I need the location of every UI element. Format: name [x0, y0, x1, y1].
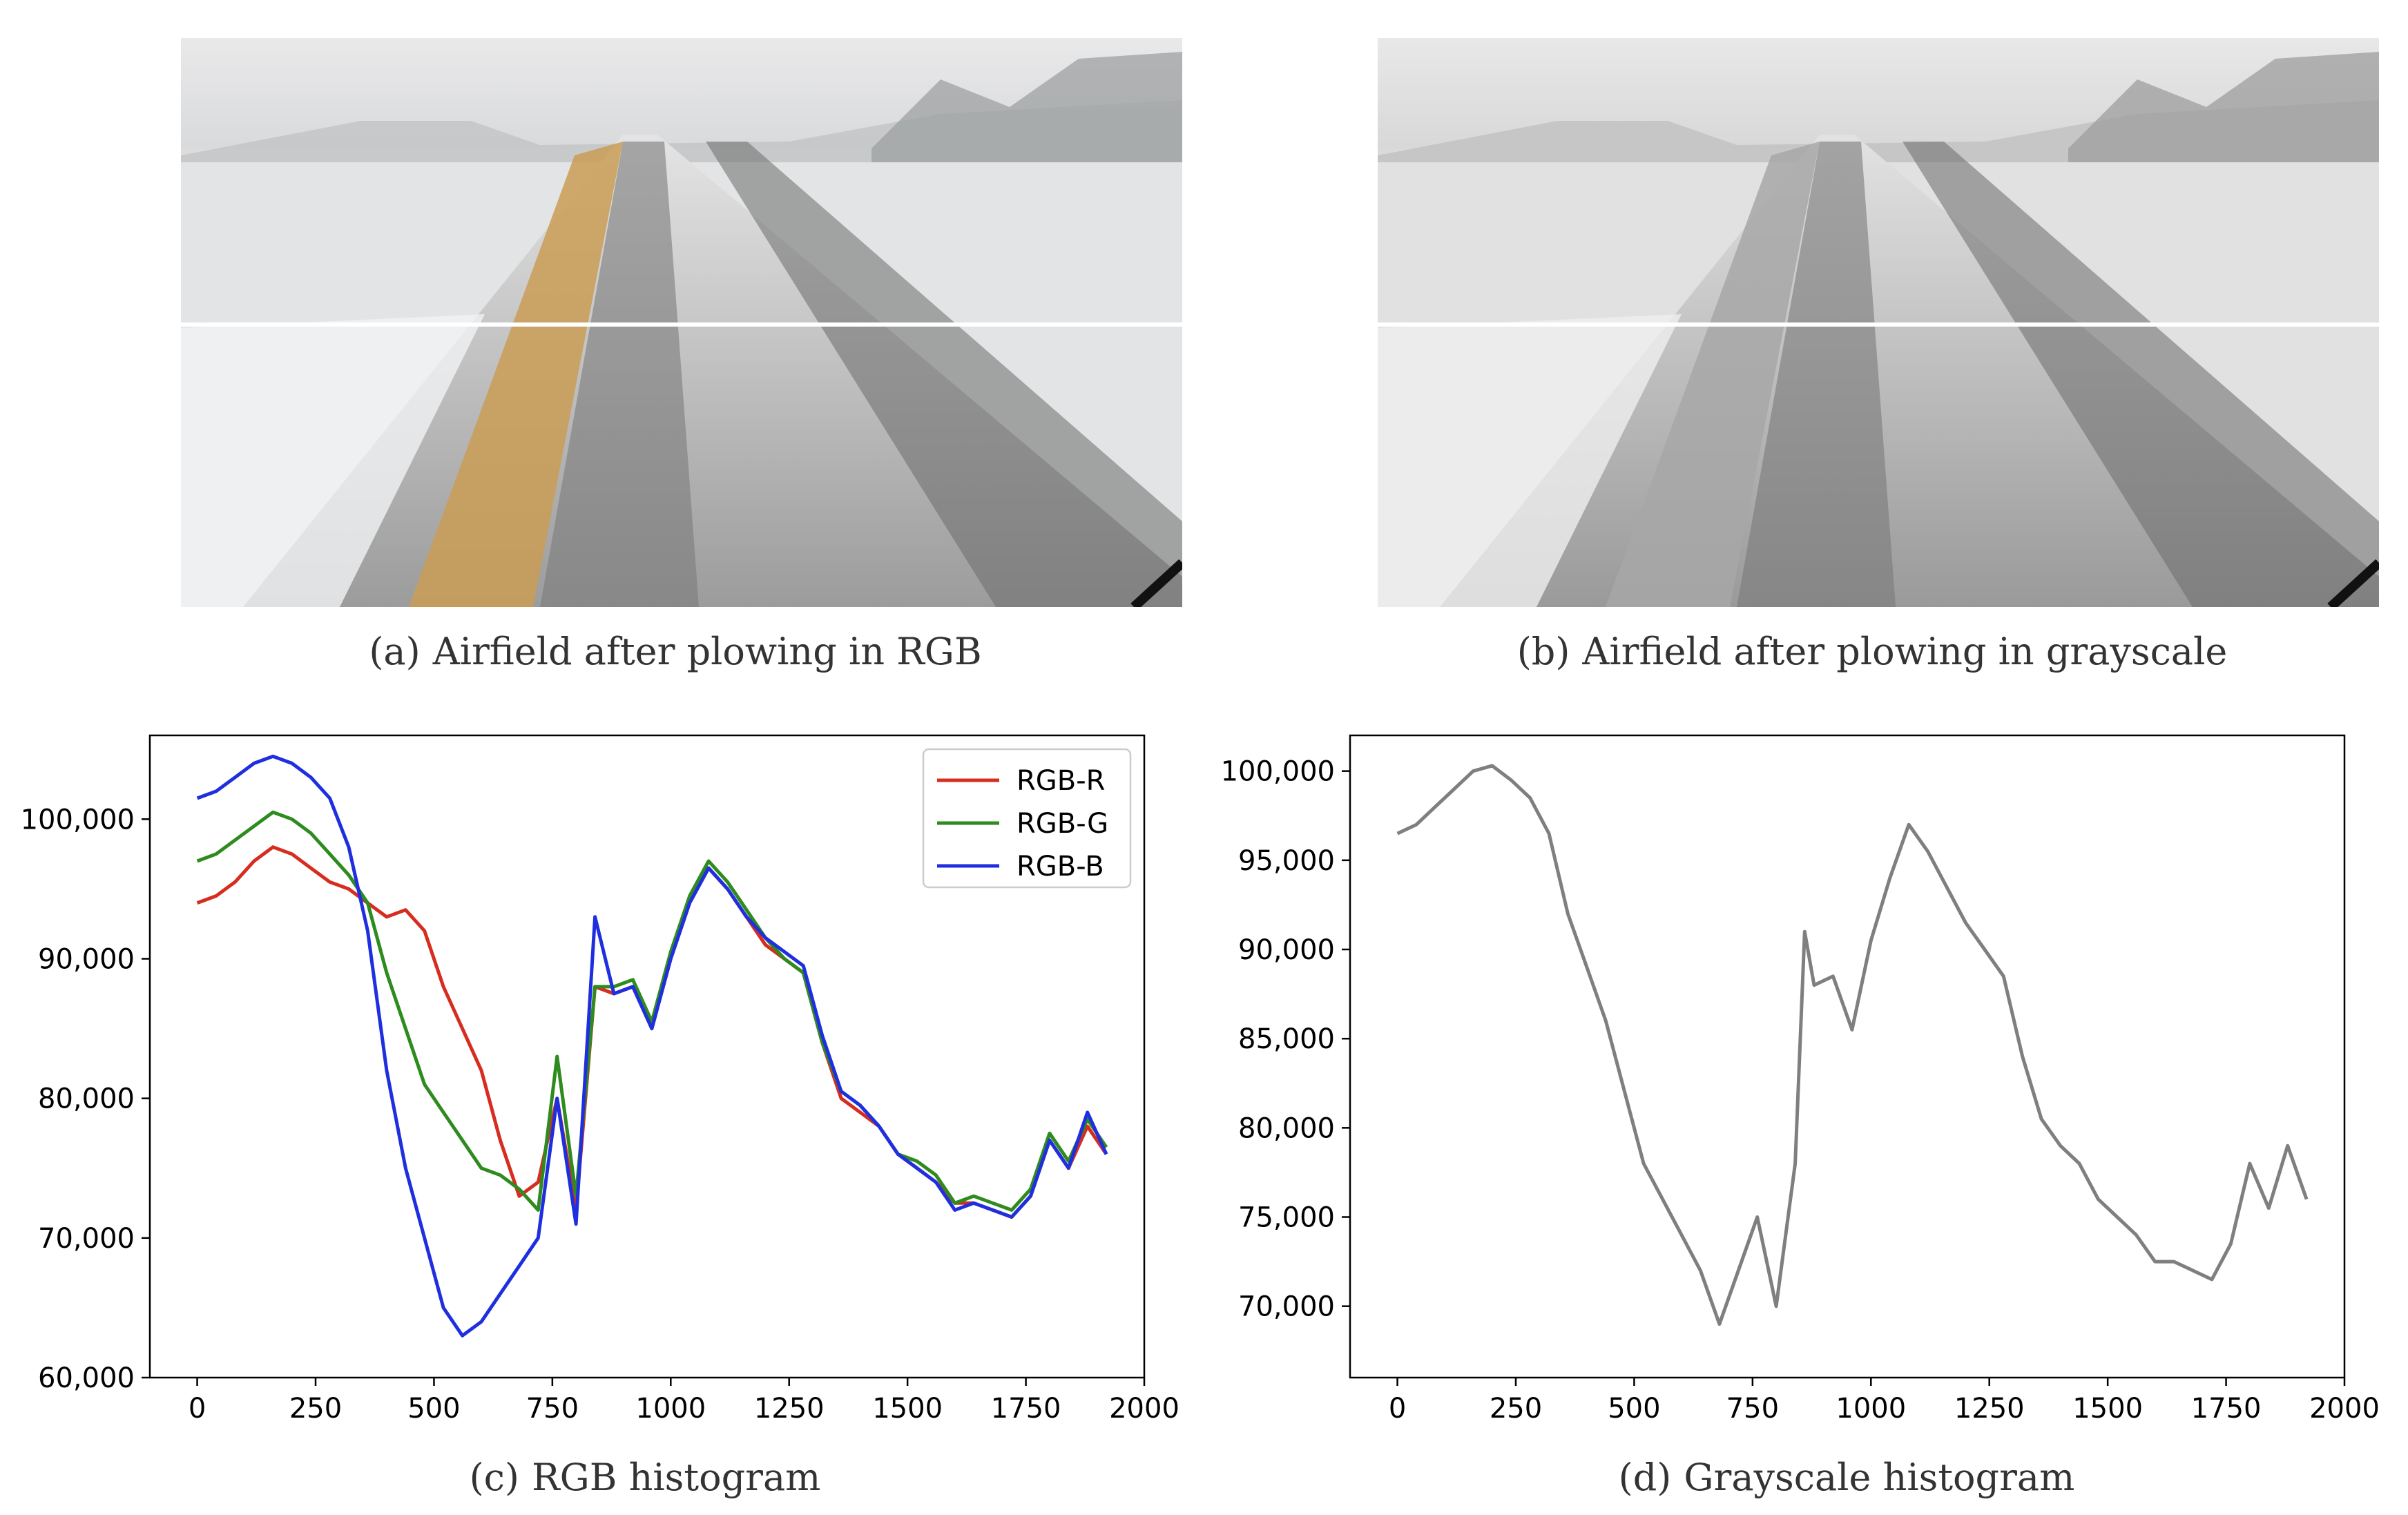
- y-tick-label: 70,000: [38, 1223, 135, 1255]
- x-tick-label: 250: [289, 1393, 342, 1425]
- legend-item: RGB-G: [937, 808, 1108, 840]
- caption-d-label: (d): [1618, 1456, 1672, 1499]
- grayscale-airfield-photo: [1378, 38, 2379, 607]
- series-line-rgb-r: [196, 845, 1108, 1219]
- x-tick: 1000: [1836, 1378, 1906, 1425]
- x-tick-label: 250: [1490, 1393, 1542, 1425]
- x-tick: 1000: [635, 1378, 706, 1425]
- x-tick: 500: [1608, 1378, 1661, 1425]
- x-tick: 0: [189, 1378, 206, 1425]
- x-tick-label: 1750: [991, 1393, 1061, 1425]
- caption-c-text: RGB histogram: [531, 1456, 821, 1499]
- y-tick-label: 75,000: [1238, 1202, 1335, 1234]
- x-tick: 1500: [872, 1378, 943, 1425]
- x-tick: 250: [1490, 1378, 1542, 1425]
- x-tick-label: 1000: [635, 1393, 706, 1425]
- y-tick: 95,000: [1238, 845, 1350, 877]
- x-tick-label: 750: [526, 1393, 579, 1425]
- y-tick-label: 60,000: [38, 1362, 135, 1394]
- y-tick: 85,000: [1238, 1023, 1350, 1055]
- caption-b: (b) Airfield after plowing in grayscale: [1378, 630, 2379, 673]
- legend-item: RGB-R: [937, 765, 1105, 797]
- legend-label: RGB-G: [1017, 808, 1108, 840]
- x-tick-label: 1000: [1836, 1393, 1906, 1425]
- x-tick-label: 1500: [2072, 1393, 2143, 1425]
- x-tick: 2000: [1109, 1378, 1179, 1425]
- x-tick-label: 500: [407, 1393, 460, 1425]
- x-tick: 1500: [2072, 1378, 2143, 1425]
- y-tick: 100,000: [21, 804, 150, 836]
- x-tick: 1750: [2191, 1378, 2262, 1425]
- x-tick: 1250: [754, 1378, 825, 1425]
- y-tick-label: 80,000: [38, 1083, 135, 1115]
- y-tick: 70,000: [38, 1223, 150, 1255]
- x-tick-label: 2000: [2309, 1393, 2380, 1425]
- x-tick-label: 1750: [2191, 1393, 2262, 1425]
- y-tick-label: 95,000: [1238, 845, 1335, 877]
- legend: RGB-R RGB-G RGB-B: [922, 748, 1132, 889]
- y-tick-label: 85,000: [1238, 1023, 1335, 1055]
- legend-label: RGB-B: [1017, 851, 1104, 882]
- legend-item: RGB-B: [937, 851, 1104, 882]
- caption-a: (a) Airfield after plowing in RGB: [181, 630, 1182, 673]
- y-tick-label: 100,000: [1221, 756, 1335, 788]
- grayscale-histogram-svg: 0 250 500 750 1000 1250 1500 1750 2000 70,000 75,0…: [1221, 734, 2380, 1425]
- series-line-rgb-g: [196, 810, 1108, 1212]
- y-tick: 60,000: [38, 1362, 150, 1394]
- y-tick: 80,000: [38, 1083, 150, 1115]
- x-tick-label: 500: [1608, 1393, 1660, 1425]
- x-tick-label: 1250: [1954, 1393, 2025, 1425]
- y-tick-label: 80,000: [1238, 1112, 1335, 1144]
- caption-d: (d) Grayscale histogram: [1352, 1456, 2353, 1499]
- y-tick-label: 90,000: [38, 943, 135, 975]
- y-tick: 80,000: [1238, 1112, 1350, 1144]
- y-tick: 100,000: [1221, 756, 1350, 788]
- legend-label: RGB-R: [1017, 765, 1105, 797]
- caption-a-text: Airfield after plowing in RGB: [432, 630, 982, 673]
- x-tick-label: 1250: [754, 1393, 825, 1425]
- x-tick-label: 750: [1726, 1393, 1779, 1425]
- x-tick: 0: [1389, 1378, 1406, 1425]
- x-tick-label: 1500: [872, 1393, 943, 1425]
- rgb-airfield-photo: [181, 38, 1182, 607]
- series-line-gray: [1396, 764, 2309, 1326]
- caption-c-label: (c): [469, 1456, 519, 1499]
- grayscale-histogram-chart: 0 250 500 750 1000 1250 1500 1750 2000 70,000 75,0…: [1202, 732, 2403, 1425]
- rgb-histogram-svg: 0 250 500 750 1000 1250 1500 1750 2000 60,000 70,0…: [21, 734, 1179, 1425]
- x-tick: 250: [289, 1378, 342, 1425]
- y-tick-label: 70,000: [1238, 1291, 1335, 1323]
- x-tick: 750: [1726, 1378, 1779, 1425]
- y-tick: 90,000: [1238, 934, 1350, 966]
- rgb-histogram-chart: 0 250 500 750 1000 1250 1500 1750 2000 60,000 70,0…: [0, 732, 1195, 1425]
- plot-frame: [1349, 734, 2346, 1379]
- y-tick: 70,000: [1238, 1291, 1350, 1323]
- x-tick-label: 0: [1389, 1393, 1406, 1425]
- caption-a-label: (a): [369, 630, 421, 673]
- y-tick: 75,000: [1238, 1202, 1350, 1234]
- y-tick: 90,000: [38, 943, 150, 975]
- caption-d-text: Grayscale histogram: [1684, 1456, 2075, 1499]
- x-tick-label: 2000: [1109, 1393, 1179, 1425]
- x-tick-label: 0: [189, 1393, 206, 1425]
- x-tick: 1750: [991, 1378, 1061, 1425]
- caption-b-text: Airfield after plowing in grayscale: [1582, 630, 2228, 673]
- y-tick-label: 90,000: [1238, 934, 1335, 966]
- y-tick-label: 100,000: [21, 804, 135, 836]
- caption-c: (c) RGB histogram: [151, 1456, 1152, 1499]
- caption-b-label: (b): [1516, 630, 1570, 673]
- x-tick: 500: [407, 1378, 461, 1425]
- x-tick: 750: [526, 1378, 579, 1425]
- x-tick: 2000: [2309, 1378, 2380, 1425]
- x-tick: 1250: [1954, 1378, 2025, 1425]
- plot-frame: [148, 734, 1146, 1379]
- series-line-rgb-b: [196, 754, 1108, 1338]
